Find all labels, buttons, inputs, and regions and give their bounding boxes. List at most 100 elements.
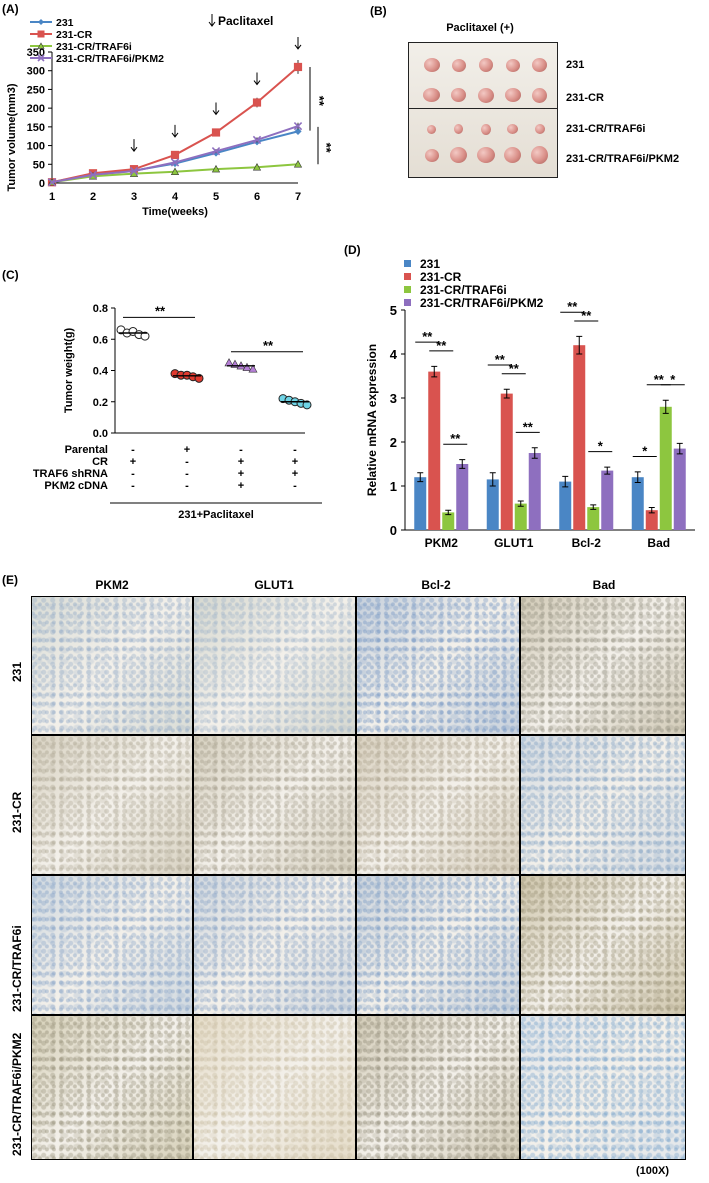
- condition-label: CR: [92, 456, 108, 468]
- tumor-specimen: [505, 58, 520, 72]
- condition-value: +: [184, 444, 190, 456]
- paclitaxel-arrow: [130, 139, 138, 152]
- photo-row-label: 231-CR/TRAF6i/PKM2: [566, 153, 680, 165]
- y-tick-label: 2: [390, 435, 397, 450]
- ihc-micrograph: [356, 875, 520, 1015]
- error-bar: [531, 447, 538, 459]
- ihc-micrograph: [193, 735, 356, 875]
- ihc-micrograph: [520, 735, 686, 875]
- condition-label: PKM2 cDNA: [44, 480, 108, 492]
- data-point: [294, 127, 302, 135]
- tumor-specimen: [532, 87, 547, 103]
- significance-mark: **: [312, 96, 327, 107]
- tumor-specimen: [451, 58, 466, 72]
- category-label: Bcl-2: [572, 536, 602, 550]
- data-point: [293, 160, 303, 168]
- tumor-specimen: [454, 124, 463, 134]
- tumor-specimen: [477, 87, 494, 103]
- paclitaxel-arrow: [171, 124, 179, 138]
- significance-mark: **: [523, 419, 534, 434]
- paclitaxel-arrow: [294, 36, 302, 50]
- error-bar: [503, 388, 510, 399]
- x-tick-label: 7: [295, 191, 301, 203]
- data-point: [293, 62, 303, 72]
- paclitaxel-arrow: [208, 14, 216, 27]
- error-bar: [576, 335, 583, 355]
- tumor-weight-scatter-chart: 0.0 0.2 0.4 0.6 0.8 Tumor weight(g) ** ** Parent…: [33, 303, 322, 521]
- significance-mark: **: [319, 143, 334, 154]
- legend-marker: [38, 19, 44, 25]
- condition-value: -: [131, 480, 135, 492]
- y-tick-label: 3: [390, 391, 397, 406]
- y-tick-label: 0: [390, 523, 397, 538]
- data-point: [293, 121, 303, 131]
- error-bar: [489, 472, 496, 487]
- error-bar: [634, 471, 641, 483]
- data-point: [88, 170, 98, 179]
- legend-marker: [37, 30, 45, 38]
- data-point: [211, 164, 221, 173]
- error-bar: [417, 472, 424, 483]
- y-tick-label: 0.8: [93, 303, 108, 315]
- magnification-label: (100X): [636, 1165, 670, 1177]
- condition-value: +: [130, 456, 136, 468]
- legend-marker: [37, 54, 45, 62]
- condition-value: -: [131, 444, 135, 456]
- photo-row-label: 231-CR: [566, 92, 604, 104]
- y-tick-label: 200: [27, 103, 45, 115]
- bar: [559, 481, 572, 530]
- y-tick-label: 300: [27, 66, 45, 78]
- tumor-specimen: [424, 148, 439, 162]
- x-tick-label: 1: [49, 191, 55, 203]
- significance-mark: **: [567, 299, 578, 314]
- y-tick-label: 250: [27, 84, 45, 96]
- y-tick-label: 0.6: [93, 334, 108, 346]
- tumor-specimen: [423, 58, 440, 72]
- photo-divider: [409, 108, 557, 109]
- condition-value: -: [185, 456, 189, 468]
- data-point: [224, 358, 234, 367]
- error-bar: [604, 466, 611, 475]
- condition-value: +: [292, 456, 298, 468]
- x-axis-label: Time(weeks): [142, 206, 208, 218]
- panel-label-a: (A): [2, 2, 19, 16]
- photo-row-label: 231-CR/TRAF6i: [566, 123, 646, 135]
- error-bar: [562, 475, 569, 488]
- ihc-row-label: 231-CR: [10, 791, 24, 833]
- bar: [645, 510, 658, 530]
- y-tick-label: 5: [390, 303, 397, 318]
- data-point: [302, 400, 312, 410]
- data-point: [211, 147, 221, 156]
- error-bar: [648, 507, 655, 514]
- data-point: [252, 163, 262, 171]
- panel-label-e: (E): [2, 573, 18, 587]
- ihc-micrograph: [520, 596, 686, 735]
- data-point: [129, 166, 139, 176]
- ihc-micrograph: [31, 875, 193, 1015]
- bar: [514, 503, 527, 530]
- legend-swatch: [404, 286, 411, 293]
- condition-label: TRAF6 shRNA: [33, 468, 108, 480]
- bar: [528, 453, 541, 530]
- ihc-micrograph: [193, 1015, 356, 1160]
- y-tick-label: 50: [33, 159, 45, 171]
- legend-label: 231-CR: [420, 270, 462, 284]
- ihc-row-label: 231-CR/TRAF6i/PKM2: [10, 1032, 24, 1156]
- condition-value: +: [238, 480, 244, 492]
- tumor-specimen: [480, 123, 491, 135]
- category-label: Bad: [647, 536, 670, 550]
- x-tick-label: 6: [254, 191, 260, 203]
- y-tick-label: 150: [27, 122, 45, 134]
- significance-mark: **: [581, 308, 592, 323]
- significance-mark: **: [509, 361, 520, 376]
- ihc-micrograph: [520, 875, 686, 1015]
- y-tick-label: 0.0: [93, 428, 108, 440]
- tumor-specimen: [476, 147, 495, 163]
- significance-mark: **: [422, 329, 433, 344]
- tumor-photo: [408, 42, 558, 178]
- bar: [673, 448, 686, 530]
- condition-value: +: [238, 468, 244, 480]
- y-tick-label: 0.4: [93, 366, 109, 378]
- significance-mark: **: [436, 338, 447, 353]
- bar: [442, 512, 455, 530]
